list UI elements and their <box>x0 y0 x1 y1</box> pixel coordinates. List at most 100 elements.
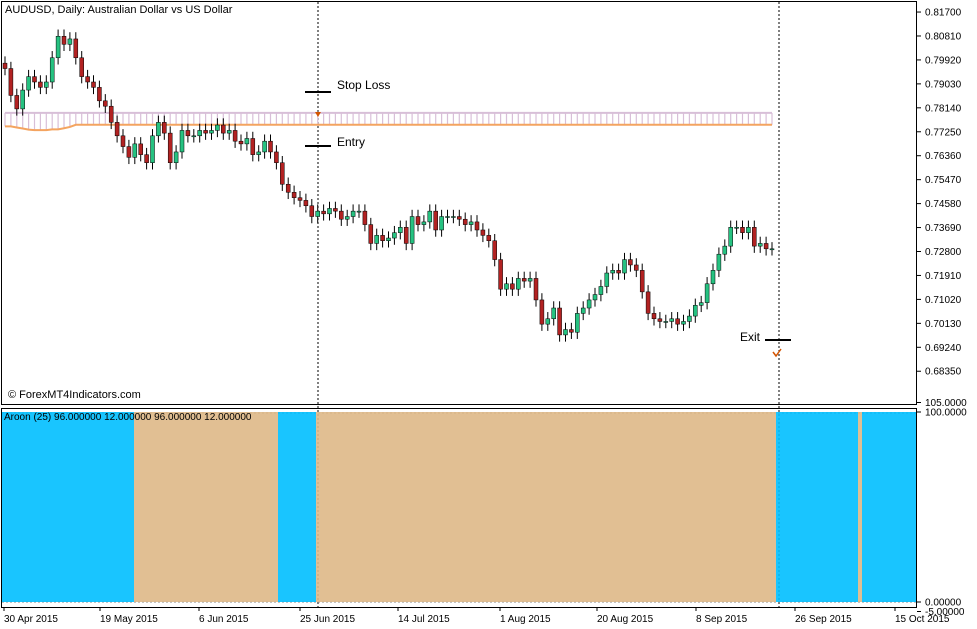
candle-body <box>203 130 208 134</box>
candle-body <box>409 216 415 244</box>
candle-body <box>669 318 674 322</box>
candle-body <box>197 130 202 137</box>
price-tick-label: 0.77250 <box>925 127 962 138</box>
indicator-tick-label: 100.0000 <box>925 408 967 419</box>
candle-body <box>734 227 739 229</box>
price-tick-label: 0.69240 <box>925 343 962 354</box>
stop-loss-label: Stop Loss <box>337 78 390 92</box>
candle-body <box>262 140 267 153</box>
candle-body <box>616 270 621 274</box>
candle-body <box>462 218 468 225</box>
candle-body <box>439 216 444 231</box>
candle-body <box>722 245 728 255</box>
price-tick-label: 0.79030 <box>925 79 962 90</box>
candle-body <box>521 278 527 282</box>
candle-body <box>639 270 645 293</box>
candle-body <box>38 81 43 88</box>
aroon-band <box>2 412 134 602</box>
candle-body <box>645 291 651 314</box>
candle-body <box>179 130 185 153</box>
candle-body <box>769 248 775 251</box>
candle-body <box>85 76 90 83</box>
candlesticks <box>2 29 775 342</box>
candle-body <box>492 240 497 260</box>
price-tick-label: 0.79920 <box>925 55 962 66</box>
candle-body <box>533 278 539 301</box>
candle-body <box>451 216 456 218</box>
candle-body <box>586 299 592 309</box>
candle-body <box>356 210 362 213</box>
candle-body <box>173 151 179 163</box>
candle-body <box>433 210 438 231</box>
candle-body <box>403 227 409 244</box>
aroon-indicator <box>2 412 916 602</box>
candle-body <box>162 122 167 134</box>
candle-body <box>551 307 556 320</box>
candle-body <box>91 81 96 88</box>
candle-body <box>445 216 450 218</box>
aroon-band <box>278 412 316 602</box>
price-tick-label: 0.78140 <box>925 103 962 114</box>
price-tick-label: 0.80810 <box>925 31 962 42</box>
candle-body <box>663 321 669 323</box>
indicator-panel-frame <box>1 408 917 608</box>
aroon-band <box>316 412 776 602</box>
price-axis: 0.81700 0.80810 0.79920 0.79030 0.78140 0.772… <box>917 8 962 378</box>
candle-body <box>362 210 368 225</box>
candle-body <box>575 313 580 333</box>
time-tick-label: 26 Sep 2015 <box>795 614 852 625</box>
candle-body <box>392 232 397 239</box>
candle-body <box>740 227 745 233</box>
candle-body <box>333 208 338 212</box>
candle-body <box>763 243 769 250</box>
check-icon <box>772 348 782 358</box>
candle-body <box>592 294 598 301</box>
time-axis: 30 Apr 2015 19 May 2015 6 Jun 2015 25 Jun 2… <box>3 607 950 625</box>
time-tick-label: 25 Jun 2015 <box>300 614 355 625</box>
candle-body <box>344 216 350 220</box>
candle-body <box>144 154 149 163</box>
candle-body <box>274 151 279 163</box>
candle-body <box>244 138 250 145</box>
candle-body <box>209 130 214 134</box>
indicator-tick-label: 0.00000 <box>925 598 962 609</box>
candle-body <box>26 76 31 91</box>
candle-body <box>622 259 627 274</box>
candle-body <box>256 151 261 155</box>
candle-body <box>67 38 73 45</box>
candle-body <box>49 57 55 83</box>
candle-body <box>752 227 757 247</box>
candle-body <box>8 68 14 96</box>
candle-body <box>191 135 197 138</box>
indicator-tick-label: -5.00000 <box>925 607 965 618</box>
price-tick-label: 0.76360 <box>925 151 962 162</box>
candle-body <box>628 259 633 266</box>
candle-body <box>681 321 686 325</box>
candle-body <box>138 143 143 155</box>
time-tick-label: 14 Jul 2015 <box>398 614 450 625</box>
entry-label: Entry <box>337 135 365 149</box>
time-tick-label: 19 May 2015 <box>100 614 158 625</box>
candle-body <box>297 197 303 201</box>
candle-body <box>504 283 509 290</box>
aroon-band <box>134 412 278 602</box>
price-tick-label: 0.74580 <box>925 199 962 210</box>
price-tick-label: 0.71910 <box>925 271 962 282</box>
candle-body <box>44 81 49 88</box>
candle-body <box>268 140 273 153</box>
candle-body <box>563 329 568 336</box>
candle-body <box>150 135 155 163</box>
candle-body <box>698 302 704 306</box>
price-tick-label: 0.75470 <box>925 175 962 186</box>
candle-body <box>120 135 126 147</box>
candle-body <box>350 210 356 217</box>
price-tick-label: 0.81700 <box>925 8 962 19</box>
candle-body <box>474 221 480 231</box>
aroon-band <box>776 412 858 602</box>
candle-body <box>97 87 102 102</box>
candle-body <box>321 210 326 215</box>
candle-body <box>55 36 61 59</box>
candle-body <box>108 105 114 123</box>
candle-body <box>610 270 615 274</box>
